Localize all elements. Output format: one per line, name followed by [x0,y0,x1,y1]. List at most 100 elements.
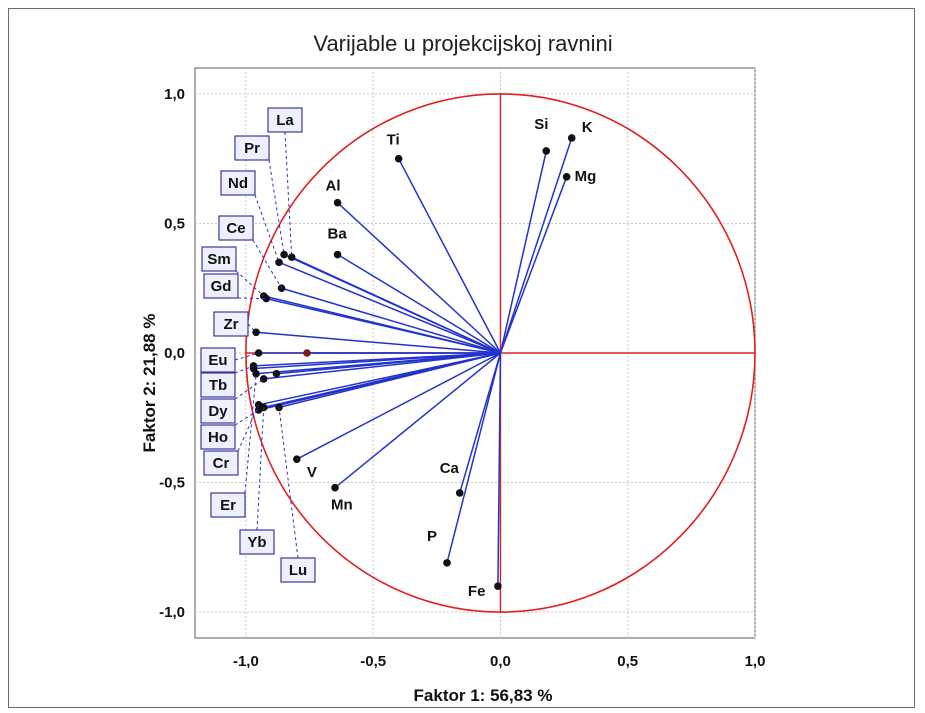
leader-lu [278,407,299,559]
leader-yb [256,407,265,531]
point-al [333,198,342,207]
label-leader-lines [234,131,299,559]
y-tick-label: 1,0 [164,86,185,103]
vector-ca [459,352,502,494]
vector-zr [256,331,501,354]
label-ti: Ti [387,132,400,149]
leader-eu [234,352,259,361]
label-box-zr [213,311,249,337]
point-k [567,134,576,142]
vector-ba [337,253,501,354]
label-lu: Lu [289,562,307,579]
label-mg: Mg [575,168,597,185]
point-extra-0 [249,364,258,373]
label-tb: Tb [209,377,227,394]
vector-k [499,137,573,354]
label-box-lu [280,557,316,583]
label-ho: Ho [208,429,228,446]
label-box-cr [203,450,239,476]
point-pr [280,250,288,259]
variable-labels: Si K Mg Ti Al Ba V Mn Ca P Fe La Pr Nd Ce Sm Gd Zr Eu Tb Dy H… [200,107,597,600]
label-box-eu [200,347,236,373]
vector-extra-1 [276,352,501,375]
point-si [542,147,551,155]
label-box-gd [203,273,239,299]
label-box-ce [218,215,254,241]
label-ca: Ca [440,460,460,477]
point-extra-1 [272,369,281,378]
label-ba: Ba [328,226,348,243]
label-eu: Eu [208,352,227,369]
vector-gd [266,297,501,354]
label-si: Si [534,116,548,133]
label-sm: Sm [207,251,230,268]
point-mn [331,483,339,492]
x-tick-label: -0,5 [360,653,386,670]
vector-ce [281,287,501,354]
x-tick-label: 1,0 [745,653,766,670]
pca-correlation-circle-chart: Varijable u projekcijskoj ravnini Si K Mg T… [140,31,765,705]
vector-al [337,202,501,354]
leader-cr [237,404,260,452]
y-tick-label: 0,5 [164,215,185,232]
label-gd: Gd [211,278,232,295]
label-box-dy [200,398,236,424]
vector-nd [278,261,501,354]
x-tick-label: -1,0 [233,653,259,670]
y-tick-label: -1,0 [159,604,185,621]
point-v [293,455,301,464]
label-box-pr [234,135,270,161]
label-p: P [427,528,437,545]
point-ca [455,489,464,497]
vector-v [296,352,501,460]
chart-frame: Varijable u projekcijskoj ravnini Si K Mg T… [8,8,915,708]
chart-title: Varijable u projekcijskoj ravnini [313,31,612,56]
vector-lu [278,352,501,409]
point-extra-2 [303,349,311,357]
point-ba [333,250,342,259]
vector-mn [334,352,501,489]
point-ce [277,284,286,293]
leader-ho [234,409,259,426]
point-p [443,559,451,567]
label-box-yb [239,529,275,555]
vector-si [499,150,548,354]
x-tick-label: 0,0 [490,653,511,670]
y-tick-labels: 1,0 0,5 0,0 -0,5 -1,0 [159,86,185,621]
point-ti [394,154,403,163]
label-cr: Cr [213,455,230,472]
point-mg [562,173,571,181]
label-al: Al [326,178,341,195]
label-nd: Nd [228,175,248,192]
label-v: V [307,464,317,481]
point-nd [275,258,283,267]
label-ce: Ce [226,220,245,237]
vector-ti [397,158,502,354]
label-k: K [582,119,593,136]
vector-extra-0 [253,352,501,370]
label-fe: Fe [468,583,486,600]
leader-sm [235,270,265,297]
vector-fe [497,352,502,587]
label-mn: Mn [331,497,353,514]
point-fe [494,582,502,590]
x-axis-label: Faktor 1: 56,83 % [414,686,553,705]
point-dy [259,375,268,383]
label-box-tb [200,372,236,398]
label-box-nd [220,170,256,196]
y-axis-label: Faktor 2: 21,88 % [140,314,159,453]
label-pr: Pr [244,140,260,157]
label-box-sm [201,246,237,272]
label-er: Er [220,497,236,514]
leader-la [284,131,293,258]
vector-p [446,352,502,564]
leader-er [244,373,257,494]
x-tick-label: 0,5 [617,653,638,670]
vector-mg [499,176,568,354]
vectors [253,137,573,587]
leader-zr [247,323,257,333]
y-tick-label: -0,5 [159,475,185,492]
x-tick-labels: -1,0 -0,5 0,0 0,5 1,0 [233,653,765,670]
point-la [287,253,296,261]
label-zr: Zr [224,316,239,333]
